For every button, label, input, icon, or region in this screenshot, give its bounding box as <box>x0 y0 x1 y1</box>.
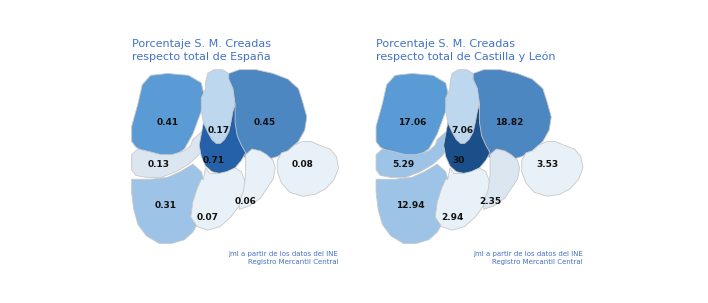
Text: 0.41: 0.41 <box>156 118 178 127</box>
Text: 0.08: 0.08 <box>292 160 314 169</box>
Text: respecto total de Castilla y León: respecto total de Castilla y León <box>376 52 556 62</box>
Text: 18.82: 18.82 <box>495 118 523 127</box>
Polygon shape <box>132 132 203 177</box>
Text: Porcentaje S. M. Creadas: Porcentaje S. M. Creadas <box>376 38 515 48</box>
Text: 0.06: 0.06 <box>235 197 256 206</box>
Text: 12.94: 12.94 <box>396 201 424 210</box>
Text: 0.45: 0.45 <box>253 118 275 127</box>
Polygon shape <box>190 168 246 230</box>
Text: 2.35: 2.35 <box>479 197 501 206</box>
Text: jml a partir de los datos del INE
Registro Mercantil Central: jml a partir de los datos del INE Regist… <box>229 251 338 265</box>
Polygon shape <box>229 70 307 160</box>
Polygon shape <box>446 70 479 143</box>
Polygon shape <box>278 142 338 196</box>
Polygon shape <box>199 104 246 174</box>
Polygon shape <box>522 142 583 196</box>
Polygon shape <box>473 70 552 160</box>
Text: 0.71: 0.71 <box>203 156 225 165</box>
Polygon shape <box>444 104 490 174</box>
Text: 7.06: 7.06 <box>452 126 474 135</box>
Polygon shape <box>239 149 275 209</box>
Polygon shape <box>376 73 450 157</box>
Polygon shape <box>484 149 520 209</box>
Text: 0.13: 0.13 <box>148 160 170 169</box>
Text: jml a partir de los datos del INE
Registro Mercantil Central: jml a partir de los datos del INE Regist… <box>473 251 583 265</box>
Text: 5.29: 5.29 <box>392 160 415 169</box>
Text: 0.17: 0.17 <box>207 126 229 135</box>
Text: 3.53: 3.53 <box>536 160 558 169</box>
Polygon shape <box>376 132 448 177</box>
Text: 2.94: 2.94 <box>441 212 463 221</box>
Polygon shape <box>376 164 448 243</box>
Polygon shape <box>201 70 235 143</box>
Text: Porcentaje S. M. Creadas: Porcentaje S. M. Creadas <box>132 38 270 48</box>
Polygon shape <box>132 73 205 157</box>
Text: 0.07: 0.07 <box>197 212 219 221</box>
Text: 17.06: 17.06 <box>398 118 426 127</box>
Polygon shape <box>435 168 490 230</box>
Polygon shape <box>132 164 203 243</box>
Text: respecto total de España: respecto total de España <box>132 52 270 62</box>
Text: 0.31: 0.31 <box>154 201 176 210</box>
Text: 30: 30 <box>452 156 464 165</box>
